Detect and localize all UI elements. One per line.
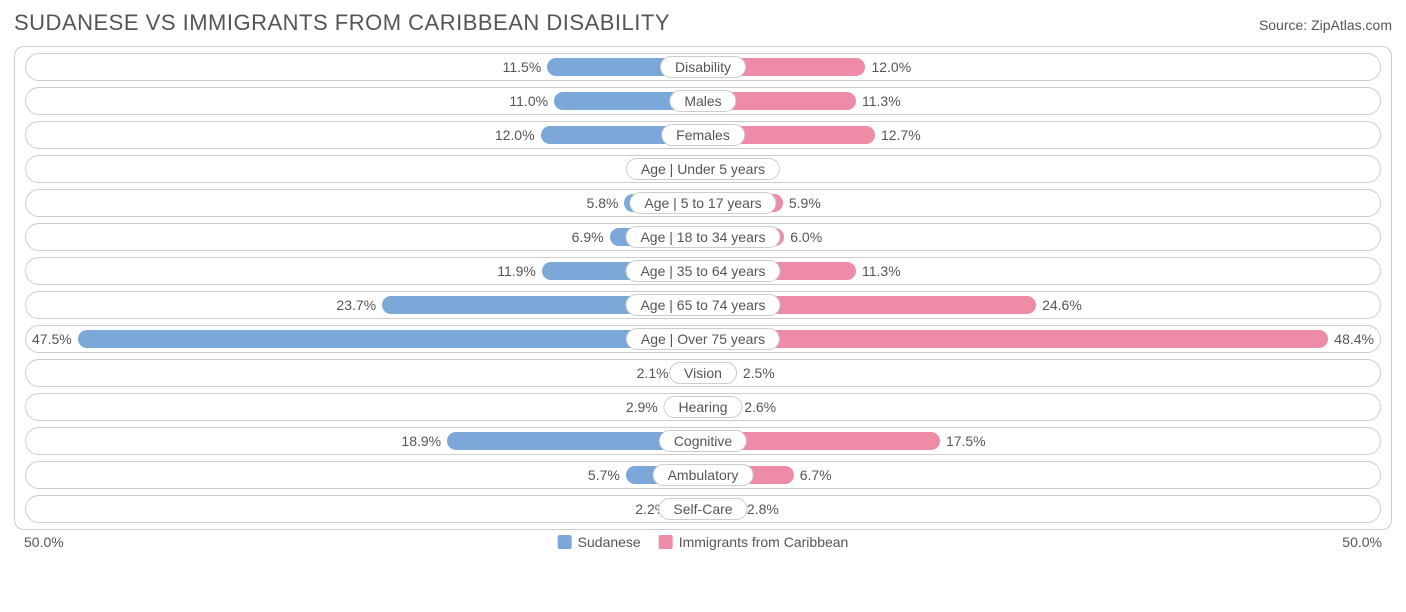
chart-row: 2.9% 2.6%Hearing — [25, 393, 1381, 421]
chart-row: 11.5% 12.0% Disability — [25, 53, 1381, 81]
right-value-label: 6.7% — [794, 467, 838, 483]
chart-header: SUDANESE VS IMMIGRANTS FROM CARIBBEAN DI… — [14, 10, 1392, 36]
left-value-label: 18.9% — [395, 433, 447, 449]
category-label: Self-Care — [658, 498, 747, 520]
left-value-label: 6.9% — [566, 229, 610, 245]
chart-row: 47.5% 48.4% Age | Over 75 years — [25, 325, 1381, 353]
row-right-half: 12.7% — [703, 122, 1380, 148]
row-left-half: 5.7% — [26, 462, 703, 488]
row-right-half: 11.3% — [703, 88, 1380, 114]
row-right-half: 1.2% — [703, 156, 1380, 182]
row-left-half: 1.1% — [26, 156, 703, 182]
right-value-label: 24.6% — [1036, 297, 1088, 313]
category-label: Disability — [660, 56, 746, 78]
right-value-label: 11.3% — [856, 93, 907, 109]
row-left-half: 5.8% — [26, 190, 703, 216]
right-value-label: 6.0% — [784, 229, 828, 245]
chart-row: 1.1%1.2%Age | Under 5 years — [25, 155, 1381, 183]
category-label: Males — [669, 90, 736, 112]
chart-title: SUDANESE VS IMMIGRANTS FROM CARIBBEAN DI… — [14, 10, 670, 36]
right-value-label: 5.9% — [783, 195, 827, 211]
row-left-half: 12.0% — [26, 122, 703, 148]
row-left-half: 18.9% — [26, 428, 703, 454]
row-right-half: 11.3% — [703, 258, 1380, 284]
category-label: Age | Under 5 years — [626, 158, 780, 180]
row-left-half: 2.2% — [26, 496, 703, 522]
chart-row: 5.7% 6.7% Ambulatory — [25, 461, 1381, 489]
row-left-half: 6.9% — [26, 224, 703, 250]
legend: Sudanese Immigrants from Caribbean — [558, 534, 849, 550]
right-value-label: 17.5% — [940, 433, 992, 449]
chart-row: 12.0% 12.7% Females — [25, 121, 1381, 149]
row-right-half: 6.0% — [703, 224, 1380, 250]
left-value-label: 23.7% — [330, 297, 382, 313]
left-bar — [78, 330, 703, 348]
legend-swatch-right — [659, 535, 673, 549]
category-label: Age | Over 75 years — [626, 328, 780, 350]
chart-row: 11.9% 11.3% Age | 35 to 64 years — [25, 257, 1381, 285]
left-value-label: 11.9% — [491, 263, 542, 279]
chart-row: 5.8% 5.9% Age | 5 to 17 years — [25, 189, 1381, 217]
category-label: Vision — [669, 362, 737, 384]
category-label: Age | 18 to 34 years — [625, 226, 780, 248]
chart-container: SUDANESE VS IMMIGRANTS FROM CARIBBEAN DI… — [0, 0, 1406, 612]
category-label: Hearing — [663, 396, 742, 418]
row-left-half: 2.1% — [26, 360, 703, 386]
left-value-label: 2.1% — [631, 365, 675, 381]
row-right-half: 17.5% — [703, 428, 1380, 454]
row-right-half: 2.8% — [703, 496, 1380, 522]
category-label: Cognitive — [659, 430, 747, 452]
left-value-label: 11.0% — [503, 93, 554, 109]
row-left-half: 47.5% — [26, 326, 703, 352]
category-label: Ambulatory — [653, 464, 754, 486]
row-left-half: 11.5% — [26, 54, 703, 80]
row-right-half: 24.6% — [703, 292, 1380, 318]
chart-source: Source: ZipAtlas.com — [1259, 17, 1392, 33]
legend-item-right: Immigrants from Caribbean — [659, 534, 849, 550]
right-value-label: 11.3% — [856, 263, 907, 279]
left-value-label: 5.8% — [581, 195, 625, 211]
right-value-label: 48.4% — [1328, 331, 1380, 347]
right-value-label: 2.8% — [741, 501, 785, 517]
row-left-half: 11.9% — [26, 258, 703, 284]
chart-row: 23.7% 24.6% Age | 65 to 74 years — [25, 291, 1381, 319]
chart-row: 11.0% 11.3% Males — [25, 87, 1381, 115]
left-value-label: 2.9% — [620, 399, 664, 415]
row-left-half: 2.9% — [26, 394, 703, 420]
left-value-label: 47.5% — [26, 331, 78, 347]
left-value-label: 12.0% — [489, 127, 541, 143]
left-value-label: 11.5% — [497, 59, 548, 75]
chart-area: 11.5% 12.0% Disability 11.0% 11.3% Males 12.0%… — [14, 46, 1392, 530]
chart-row: 18.9% 17.5% Cognitive — [25, 427, 1381, 455]
row-right-half: 2.5% — [703, 360, 1380, 386]
category-label: Age | 35 to 64 years — [625, 260, 780, 282]
legend-swatch-left — [558, 535, 572, 549]
chart-footer: 50.0% Sudanese Immigrants from Caribbean… — [14, 530, 1392, 550]
left-value-label: 5.7% — [582, 467, 626, 483]
category-label: Age | 5 to 17 years — [629, 192, 776, 214]
right-value-label: 12.7% — [875, 127, 927, 143]
row-right-half: 5.9% — [703, 190, 1380, 216]
right-value-label: 2.6% — [738, 399, 782, 415]
chart-row: 6.9% 6.0%Age | 18 to 34 years — [25, 223, 1381, 251]
legend-label-right: Immigrants from Caribbean — [679, 534, 849, 550]
row-right-half: 6.7% — [703, 462, 1380, 488]
row-right-half: 2.6% — [703, 394, 1380, 420]
right-value-label: 12.0% — [865, 59, 917, 75]
row-left-half: 11.0% — [26, 88, 703, 114]
chart-row: 2.2% 2.8%Self-Care — [25, 495, 1381, 523]
chart-row: 2.1% 2.5%Vision — [25, 359, 1381, 387]
row-right-half: 48.4% — [703, 326, 1380, 352]
row-right-half: 12.0% — [703, 54, 1380, 80]
legend-label-left: Sudanese — [578, 534, 641, 550]
legend-item-left: Sudanese — [558, 534, 641, 550]
right-bar — [703, 330, 1328, 348]
row-left-half: 23.7% — [26, 292, 703, 318]
right-value-label: 2.5% — [737, 365, 781, 381]
category-label: Age | 65 to 74 years — [625, 294, 780, 316]
category-label: Females — [661, 124, 745, 146]
